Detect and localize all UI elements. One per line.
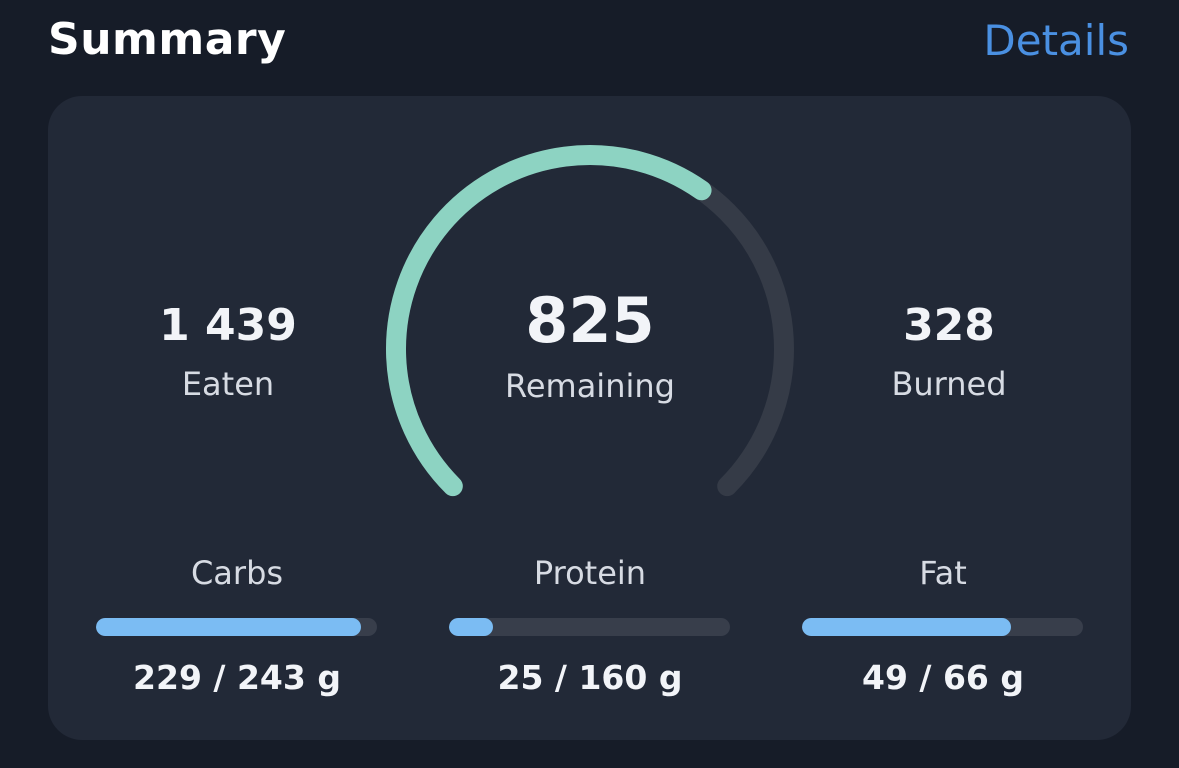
remaining-stat: 825 Remaining <box>460 284 720 405</box>
macro-label: Carbs <box>190 554 284 592</box>
macro-progress-track <box>802 618 1083 636</box>
page-title: Summary <box>48 14 287 65</box>
burned-value: 328 <box>903 300 995 351</box>
macro-value: 229 / 243 g <box>133 658 341 697</box>
burned-stat: 328 Burned <box>819 300 1079 403</box>
macro-protein: Protein 25 / 160 g <box>449 554 731 697</box>
eaten-stat: 1 439 Eaten <box>98 300 358 403</box>
macro-label: Protein <box>533 554 647 592</box>
burned-label: Burned <box>891 365 1007 403</box>
macro-carbs: Carbs 229 / 243 g <box>96 554 378 697</box>
macro-progress-track <box>449 618 730 636</box>
eaten-label: Eaten <box>181 365 275 403</box>
macro-progress-fill <box>802 618 1011 636</box>
macro-fat: Fat 49 / 66 g <box>802 554 1084 697</box>
macro-progress-fill <box>449 618 493 636</box>
eaten-value: 1 439 <box>159 300 297 351</box>
summary-card: 1 439 Eaten 825 Remaining 328 Burned Car… <box>48 96 1131 740</box>
remaining-value: 825 <box>525 284 655 357</box>
macro-value: 49 / 66 g <box>862 658 1024 697</box>
macro-progress-track <box>96 618 377 636</box>
macro-progress-fill <box>96 618 361 636</box>
details-link[interactable]: Details <box>983 16 1129 65</box>
remaining-label: Remaining <box>505 367 675 405</box>
macro-label: Fat <box>919 554 967 592</box>
macro-value: 25 / 160 g <box>497 658 683 697</box>
